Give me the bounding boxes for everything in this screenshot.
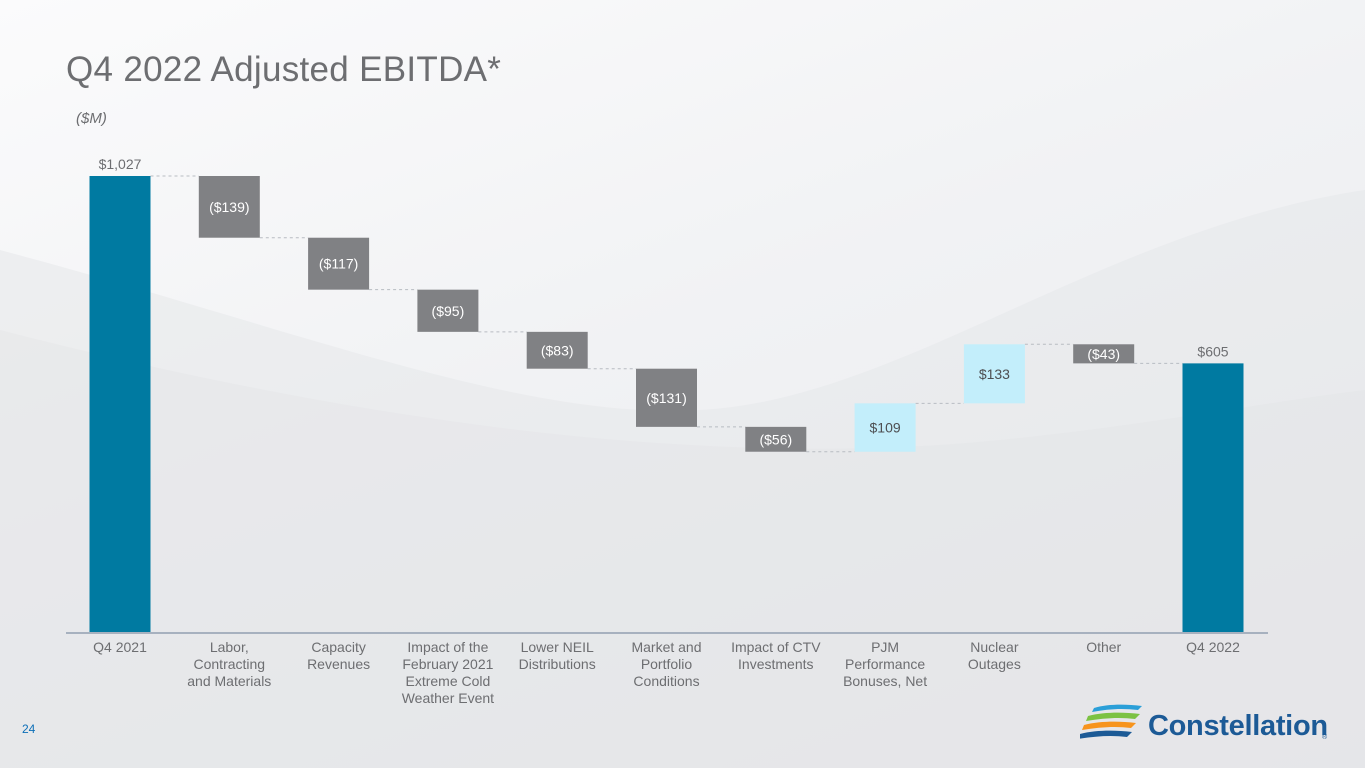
category-label: Capacity Revenues (307, 639, 370, 672)
category-label-line: Contracting (194, 656, 266, 672)
category-label-line: PJM (871, 639, 899, 655)
data-label: $605 (1197, 343, 1228, 359)
category-label-line: Portfolio (641, 656, 693, 672)
data-label: $1,027 (99, 156, 142, 172)
data-label: ($95) (432, 303, 465, 319)
logo-wordmark: Constellation (1148, 710, 1328, 742)
category-label-line: Distributions (519, 656, 596, 672)
category-label-line: Market and (631, 639, 701, 655)
category-label-line: Nuclear (970, 639, 1019, 655)
bar-increase (963, 344, 1025, 404)
category-label: PJM Performance Bonuses, Net (843, 639, 927, 689)
category-label-line: and Materials (187, 673, 271, 689)
bar-decrease (417, 289, 479, 332)
bar-decrease (526, 331, 588, 369)
category-label-line: Extreme Cold (405, 673, 490, 689)
category-label-line: Capacity (311, 639, 365, 655)
category-label-line: Q4 2021 (93, 639, 147, 655)
bar-decrease (745, 426, 807, 452)
category-label-line: Outages (968, 656, 1021, 672)
category-label: Nuclear Outages (968, 639, 1021, 672)
constellation-logo: Constellation ® (1080, 700, 1330, 748)
data-label: ($83) (541, 342, 574, 358)
data-label: ($131) (646, 390, 686, 406)
category-label: Lower NEIL Distributions (519, 639, 596, 672)
category-label: Other (1086, 639, 1121, 655)
bar-total (1182, 363, 1244, 632)
bar-decrease (1073, 344, 1135, 364)
category-label: Impact of the February 2021 Extreme Cold We… (402, 639, 494, 706)
category-label-line: Bonuses, Net (843, 673, 927, 689)
data-label: ($43) (1087, 346, 1120, 362)
category-label-line: Weather Event (402, 690, 494, 706)
bar-decrease (636, 368, 697, 427)
bar-increase (854, 403, 916, 452)
bar-decrease (308, 237, 370, 290)
category-label-line: Impact of CTV (731, 639, 821, 655)
category-label-line: Labor, (210, 639, 249, 655)
data-label: $109 (870, 420, 901, 436)
bar-decrease (198, 176, 260, 238)
category-label-line: Other (1086, 639, 1121, 655)
unit-label: ($M) (76, 110, 107, 127)
category-label: Impact of CTV Investments (731, 639, 821, 672)
category-label-line: Investments (738, 656, 813, 672)
category-label-line: Conditions (633, 673, 699, 689)
logo-mark-icon (1080, 704, 1142, 739)
page-number: 24 (22, 722, 36, 736)
logo-registered-mark: ® (1322, 734, 1328, 741)
data-label: $133 (979, 366, 1010, 382)
page-title: Q4 2022 Adjusted EBITDA* (66, 50, 502, 89)
category-label: Market and Portfolio Conditions (631, 639, 701, 689)
bar-total (89, 176, 151, 632)
category-label-line: Performance (845, 656, 925, 672)
category-label: Q4 2021 (93, 639, 147, 655)
category-label-line: February 2021 (402, 656, 493, 672)
category-label-line: Q4 2022 (1186, 639, 1240, 655)
category-label-line: Lower NEIL (521, 639, 594, 655)
category-label: Q4 2022 (1186, 639, 1240, 655)
data-label: ($139) (209, 199, 249, 215)
category-label-line: Impact of the (407, 639, 488, 655)
category-label: Labor, Contracting and Materials (187, 639, 271, 689)
data-label: ($117) (319, 256, 358, 272)
category-label-line: Revenues (307, 656, 370, 672)
data-label: ($56) (759, 431, 792, 447)
